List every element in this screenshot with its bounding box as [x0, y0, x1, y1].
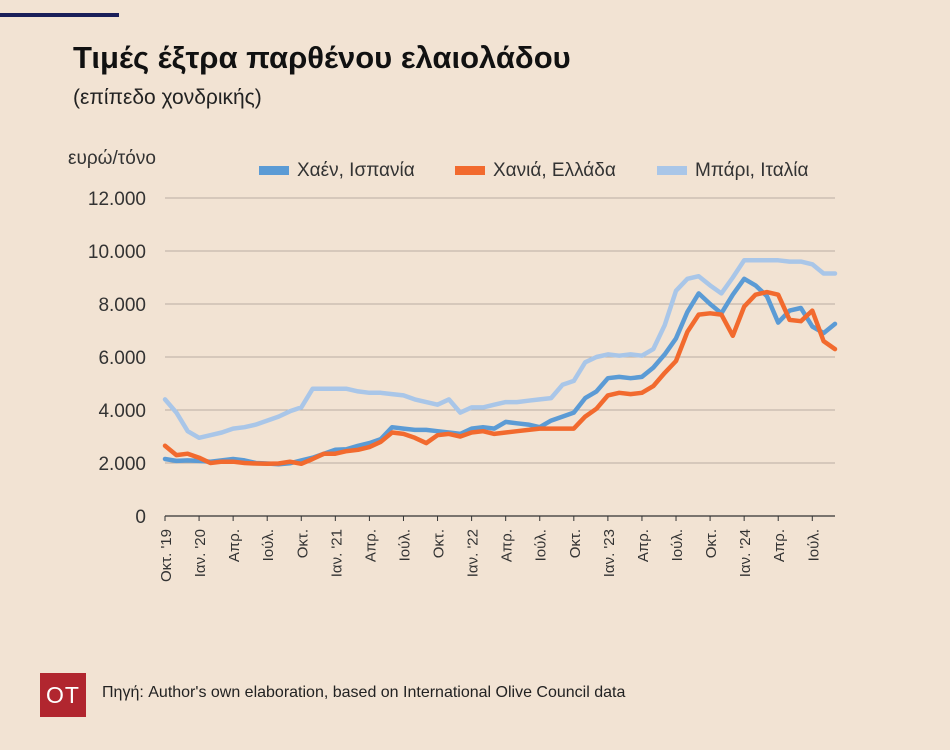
x-tick-label: Απρ. — [771, 529, 788, 562]
ot-logo: OT — [40, 673, 86, 717]
x-tick-label: Ιούλ. — [396, 529, 413, 561]
legend-label: Χανιά, Ελλάδα — [493, 160, 616, 181]
x-tick-label: Ιούλ. — [805, 529, 822, 561]
x-tick-label: Οκτ. — [294, 529, 311, 558]
x-tick-label: Ιούλ. — [533, 529, 550, 561]
legend-label: Χαέν, Ισπανία — [297, 160, 415, 181]
y-tick-label: 2.000 — [98, 454, 146, 475]
legend-label: Μπάρι, Ιταλία — [695, 160, 808, 181]
legend-swatch — [259, 166, 289, 175]
x-tick-label: Ιαν. '20 — [192, 529, 209, 577]
y-axis-label: ευρώ/τόνο — [68, 148, 156, 169]
x-tick-label: Ιαν. '23 — [601, 529, 618, 577]
y-tick-label: 8.000 — [98, 295, 146, 316]
chart-subtitle: (επίπεδο χονδρικής) — [73, 86, 262, 109]
y-tick-label: 0 — [135, 507, 146, 528]
x-tick-label: Απρ. — [226, 529, 243, 562]
x-tick-label: Απρ. — [499, 529, 516, 562]
x-tick-label: Ιούλ. — [260, 529, 277, 561]
legend-swatch — [657, 166, 687, 175]
series-line — [162, 289, 838, 467]
series-line — [162, 258, 838, 441]
series-line — [162, 276, 838, 467]
x-tick-label: Ιαν. '22 — [465, 529, 482, 577]
source-note: Πηγή: Author's own elaboration, based on… — [102, 684, 626, 701]
x-tick-label: Ιούλ. — [669, 529, 686, 561]
legend-swatch — [455, 166, 485, 175]
x-tick-label: Απρ. — [635, 529, 652, 562]
top-accent-bar — [0, 13, 119, 17]
x-tick-label: Οκτ. — [567, 529, 584, 558]
y-tick-label: 10.000 — [88, 242, 146, 263]
x-tick-label: Ιαν. '24 — [737, 529, 754, 577]
x-tick-label: Οκτ. '19 — [158, 529, 175, 582]
x-tick-label: Ιαν. '21 — [328, 529, 345, 577]
x-tick-label: Οκτ. — [431, 529, 448, 558]
x-tick-label: Απρ. — [362, 529, 379, 562]
y-tick-label: 12.000 — [88, 189, 146, 210]
chart-title: Τιμές έξτρα παρθένου ελαιολάδου — [73, 40, 571, 75]
x-tick-label: Οκτ. — [703, 529, 720, 558]
y-tick-label: 4.000 — [98, 401, 146, 422]
y-tick-label: 6.000 — [98, 348, 146, 369]
